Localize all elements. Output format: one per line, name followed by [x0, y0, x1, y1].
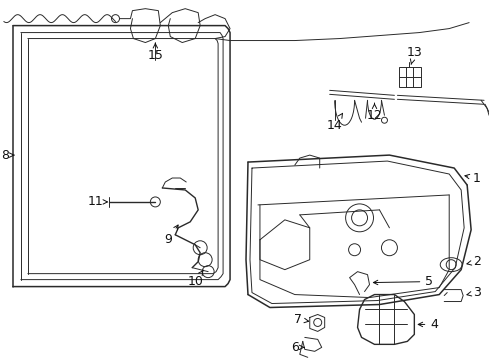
Text: 8: 8: [1, 149, 15, 162]
Text: 9: 9: [164, 225, 178, 246]
Text: 13: 13: [407, 46, 422, 64]
Text: 3: 3: [467, 286, 481, 299]
Bar: [399, 67, 421, 87]
Text: 5: 5: [373, 275, 433, 288]
Text: 2: 2: [467, 255, 481, 268]
Text: 6: 6: [291, 341, 304, 354]
Text: 7: 7: [294, 313, 309, 326]
Text: 15: 15: [147, 43, 163, 62]
Text: 1: 1: [465, 171, 481, 185]
Text: 11: 11: [88, 195, 107, 208]
Text: 12: 12: [367, 103, 382, 122]
Text: 4: 4: [418, 318, 438, 331]
Text: 14: 14: [327, 113, 343, 132]
Text: 10: 10: [187, 270, 203, 288]
